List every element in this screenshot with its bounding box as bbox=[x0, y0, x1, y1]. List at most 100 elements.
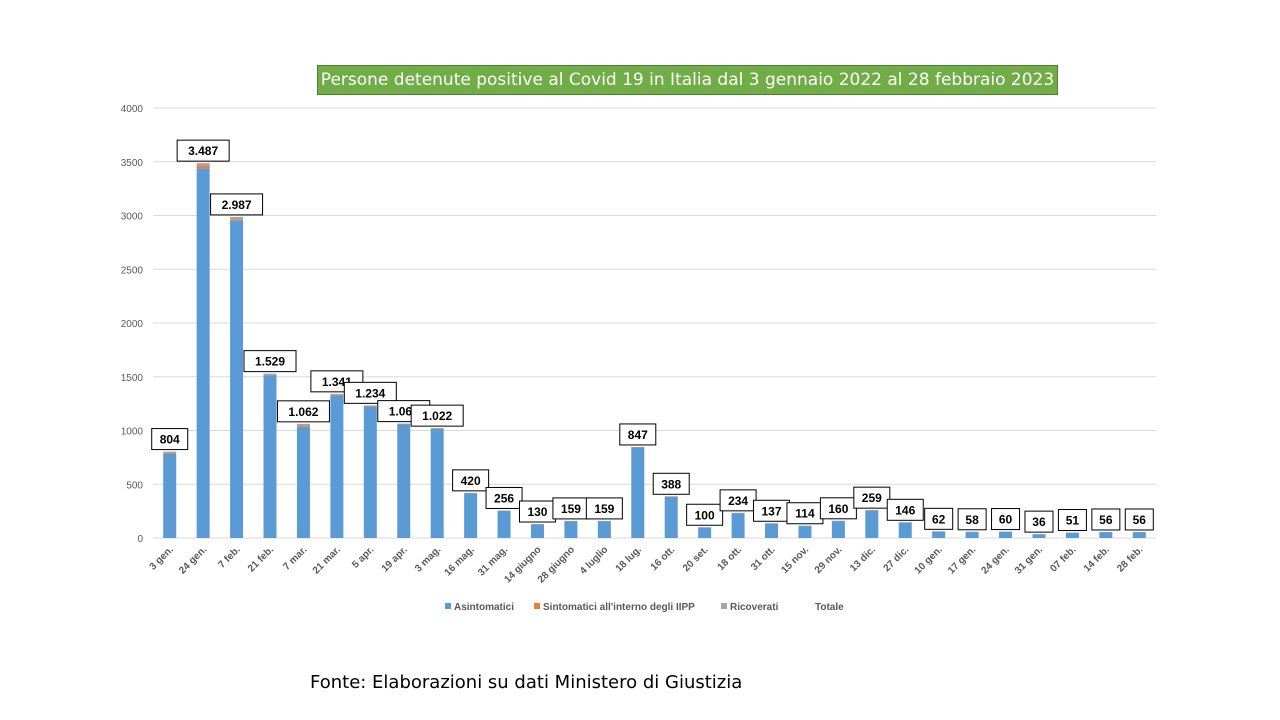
bar-segment-3 bbox=[1032, 534, 1046, 535]
x-tick-label: 3 gen. bbox=[148, 544, 176, 572]
y-tick-label: 500 bbox=[126, 480, 143, 491]
x-tick-label: 16 mag. bbox=[443, 544, 477, 578]
x-tick-label: 27 dic. bbox=[882, 544, 912, 574]
bar-segment-3 bbox=[664, 496, 678, 497]
bar-segment-3 bbox=[898, 522, 912, 523]
bar-segment-3 bbox=[865, 510, 879, 511]
data-label-box bbox=[176, 139, 230, 162]
bar-segment-2 bbox=[397, 424, 411, 425]
data-label-box bbox=[1024, 510, 1054, 533]
bar-segment-1 bbox=[631, 447, 645, 538]
bar-segment-3 bbox=[196, 163, 210, 166]
bar-segment-1 bbox=[765, 523, 779, 538]
data-label: 388 bbox=[661, 477, 681, 491]
bar-segment-1 bbox=[798, 525, 812, 538]
data-label: 259 bbox=[862, 491, 882, 505]
bar-segment-1 bbox=[430, 428, 444, 538]
bar-segment-1 bbox=[731, 513, 745, 538]
data-label: 62 bbox=[932, 512, 946, 526]
bar-segment-1 bbox=[263, 375, 277, 538]
data-label-box bbox=[410, 404, 464, 427]
data-label: 2.987 bbox=[222, 198, 252, 212]
bar-segment-3 bbox=[831, 520, 845, 522]
data-label: 130 bbox=[527, 505, 547, 519]
bar-segment-3 bbox=[765, 523, 779, 524]
bar-segment-1 bbox=[530, 524, 544, 538]
bar-segment-3 bbox=[397, 423, 411, 425]
data-label: 146 bbox=[895, 503, 915, 517]
data-label-box bbox=[991, 508, 1021, 531]
data-label: 58 bbox=[965, 513, 979, 527]
data-label-box bbox=[243, 350, 297, 373]
data-label: 1.062 bbox=[288, 405, 318, 419]
data-label-box bbox=[276, 400, 330, 423]
bar-segment-3 bbox=[564, 520, 578, 522]
x-tick-label: 17 gen. bbox=[946, 544, 978, 576]
bar-segment-3 bbox=[263, 373, 277, 375]
chart-title: Persone detenute positive al Covid 19 in… bbox=[317, 65, 1058, 95]
bar-segment-1 bbox=[330, 395, 344, 538]
x-tick-label: 31 ott. bbox=[749, 544, 778, 573]
bar-segment-3 bbox=[163, 451, 177, 453]
bar-segment-3 bbox=[999, 531, 1013, 533]
x-tick-label: 07 feb. bbox=[1048, 544, 1078, 574]
legend-entry: Ricoverati bbox=[730, 602, 779, 613]
data-label-box bbox=[1124, 508, 1154, 531]
data-label-box bbox=[151, 428, 189, 451]
data-label: 804 bbox=[160, 433, 180, 447]
data-label: 420 bbox=[461, 474, 481, 488]
x-tick-label: 21 feb. bbox=[246, 544, 276, 574]
data-label-box bbox=[853, 486, 891, 509]
bar-segment-1 bbox=[1065, 532, 1079, 538]
x-tick-label: 24 gen. bbox=[980, 544, 1012, 576]
data-label-box bbox=[886, 498, 924, 521]
data-label: 1.529 bbox=[255, 355, 285, 369]
data-label: 3.487 bbox=[188, 144, 218, 158]
data-label: 256 bbox=[494, 491, 514, 505]
bar-segment-1 bbox=[898, 522, 912, 538]
data-label: 60 bbox=[999, 513, 1013, 527]
x-tick-label: 16 ott. bbox=[649, 544, 678, 573]
bar-segment-3 bbox=[1099, 531, 1113, 533]
data-label-box bbox=[1091, 508, 1121, 531]
bar-segment-3 bbox=[497, 510, 511, 511]
bar-segment-3 bbox=[330, 393, 344, 395]
bar-segment-1 bbox=[999, 531, 1013, 538]
x-tick-label: 24 gen. bbox=[177, 544, 209, 576]
data-label-box bbox=[619, 423, 657, 446]
bar-segment-3 bbox=[430, 428, 444, 429]
bar-segment-1 bbox=[230, 220, 244, 538]
bar-segment-1 bbox=[464, 493, 478, 538]
data-label-box bbox=[652, 472, 690, 495]
data-label-box bbox=[924, 507, 954, 530]
bar-segment-2 bbox=[230, 219, 244, 221]
x-tick-label: 20 set. bbox=[681, 544, 711, 574]
bar-segment-1 bbox=[497, 510, 511, 538]
bar-segment-1 bbox=[363, 406, 377, 538]
x-tick-label: 14 feb. bbox=[1082, 544, 1112, 574]
bar-segment-3 bbox=[363, 405, 377, 406]
bar-segment-1 bbox=[163, 453, 177, 538]
bar-segment-2 bbox=[163, 452, 177, 454]
x-tick-label: 3 mag. bbox=[413, 544, 443, 574]
data-label: 159 bbox=[561, 502, 581, 516]
bar-segment-1 bbox=[965, 531, 979, 538]
data-label: 100 bbox=[695, 508, 715, 522]
y-tick-label: 3500 bbox=[121, 158, 144, 169]
x-tick-label: 19 apr. bbox=[380, 544, 410, 574]
legend-swatch bbox=[445, 603, 451, 609]
x-tick-label: 21 mar. bbox=[311, 544, 343, 576]
bar-segment-1 bbox=[698, 527, 712, 538]
y-tick-label: 4000 bbox=[121, 104, 144, 115]
data-label: 51 bbox=[1066, 514, 1080, 528]
x-tick-label: 5 apr. bbox=[350, 544, 376, 570]
x-tick-label: 13 dic. bbox=[848, 544, 878, 574]
bar-segment-2 bbox=[363, 405, 377, 407]
bar-segment-3 bbox=[1132, 531, 1146, 533]
bar-segment-1 bbox=[831, 520, 845, 538]
data-label-box bbox=[686, 503, 724, 526]
bar-segment-2 bbox=[263, 374, 277, 376]
x-tick-label: 7 mar. bbox=[281, 544, 309, 572]
bar-segment-2 bbox=[330, 394, 344, 396]
